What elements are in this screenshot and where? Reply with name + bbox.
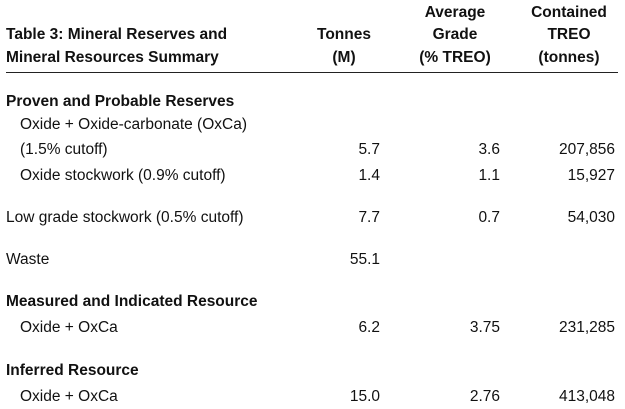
- section-heading-inferred: Inferred Resource: [6, 362, 139, 379]
- cell-treo: 207,856: [558, 141, 615, 158]
- cell-treo: 54,030: [567, 209, 615, 226]
- cell-tonnes: 6.2: [358, 319, 380, 336]
- row-label-measured-oxide: Oxide + OxCa: [20, 319, 118, 336]
- row-label-waste: Waste: [6, 251, 50, 268]
- row-label-oxide-ca-line1: Oxide + Oxide-carbonate (OxCa): [20, 116, 247, 133]
- row-label-oxide-ca-line2: (1.5% cutoff): [20, 141, 108, 158]
- column-header-treo-line3: (tonnes): [538, 49, 600, 66]
- table-title-line1: Table 3: Mineral Reserves and: [6, 26, 228, 43]
- column-header-grade-line2: Grade: [432, 26, 478, 43]
- column-header-tonnes-line1: Tonnes: [317, 26, 371, 43]
- cell-grade: 3.75: [469, 319, 500, 336]
- row-label-inferred-oxide: Oxide + OxCa: [20, 388, 118, 405]
- section-heading-proven: Proven and Probable Reserves: [6, 93, 235, 110]
- row-label-low-grade: Low grade stockwork (0.5% cutoff): [6, 209, 244, 226]
- cell-treo: 15,927: [567, 167, 615, 184]
- column-header-grade-line1: Average: [424, 4, 486, 21]
- cell-tonnes: 1.4: [358, 167, 380, 184]
- cell-grade: 2.76: [469, 388, 500, 405]
- column-header-tonnes-line2: (M): [332, 49, 356, 66]
- column-header-grade-line3: (% TREO): [419, 49, 491, 66]
- cell-tonnes: 15.0: [349, 388, 380, 405]
- cell-grade: 1.1: [478, 167, 500, 184]
- cell-treo: 413,048: [558, 388, 615, 405]
- header-rule: [6, 72, 618, 73]
- cell-grade: 3.6: [478, 141, 500, 158]
- cell-tonnes: 5.7: [358, 141, 380, 158]
- section-heading-measured: Measured and Indicated Resource: [6, 293, 258, 310]
- cell-tonnes: 7.7: [358, 209, 380, 226]
- column-header-treo-line2: TREO: [547, 26, 591, 43]
- column-header-treo-line1: Contained: [531, 4, 607, 21]
- table-title-line2: Mineral Resources Summary: [6, 49, 219, 66]
- row-label-oxide-stockwork: Oxide stockwork (0.9% cutoff): [20, 167, 226, 184]
- cell-tonnes: 55.1: [349, 251, 380, 268]
- cell-treo: 231,285: [558, 319, 615, 336]
- cell-grade: 0.7: [478, 209, 500, 226]
